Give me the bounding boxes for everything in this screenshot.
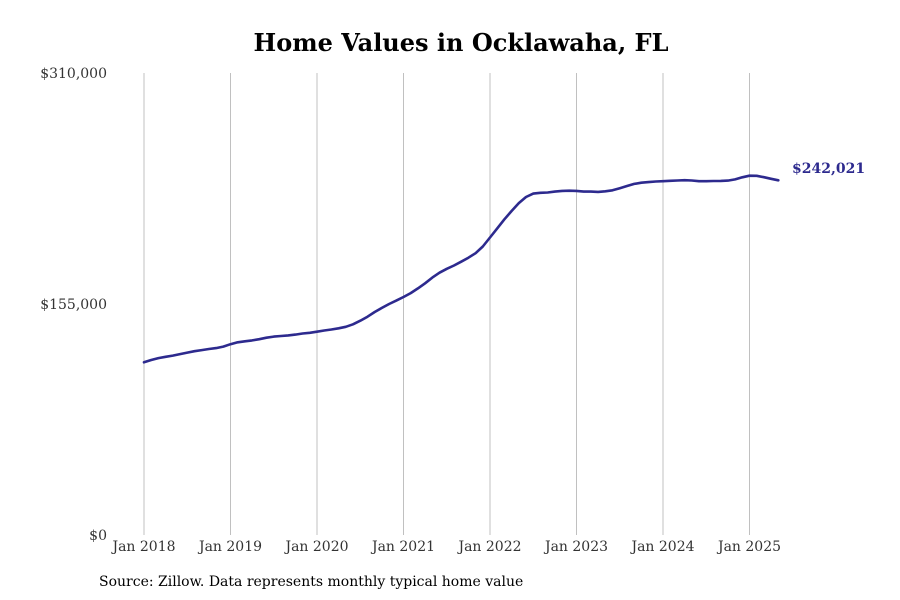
chart-title: Home Values in Ocklawaha, FL <box>253 28 669 57</box>
end-value-label-layer: $242,021 <box>792 161 865 177</box>
x-tick-label: Jan 2025 <box>716 539 781 555</box>
x-tick-label: Jan 2018 <box>110 539 175 555</box>
series-layer <box>142 174 780 364</box>
x-tick-label: Jan 2020 <box>283 539 348 555</box>
x-axis-ticks: Jan 2018 Jan 2019 Jan 2020 Jan 2021 Jan 2022… <box>110 539 781 555</box>
y-axis-ticks: $0 $155,000 $310,000 <box>40 66 107 544</box>
y-tick-label: $0 <box>89 528 107 544</box>
x-tick-label: Jan 2022 <box>456 539 521 555</box>
home-value-line <box>142 174 780 364</box>
source-note: Source: Zillow. Data represents monthly … <box>99 574 524 590</box>
end-value-label: $242,021 <box>792 161 865 177</box>
gridlines <box>143 73 750 535</box>
x-tick-label: Jan 2019 <box>197 539 262 555</box>
y-tick-label: $155,000 <box>40 297 107 313</box>
x-tick-label: Jan 2024 <box>629 539 694 555</box>
y-tick-label: $310,000 <box>40 66 107 82</box>
x-tick-label: Jan 2023 <box>543 539 608 555</box>
x-tick-label: Jan 2021 <box>370 539 435 555</box>
